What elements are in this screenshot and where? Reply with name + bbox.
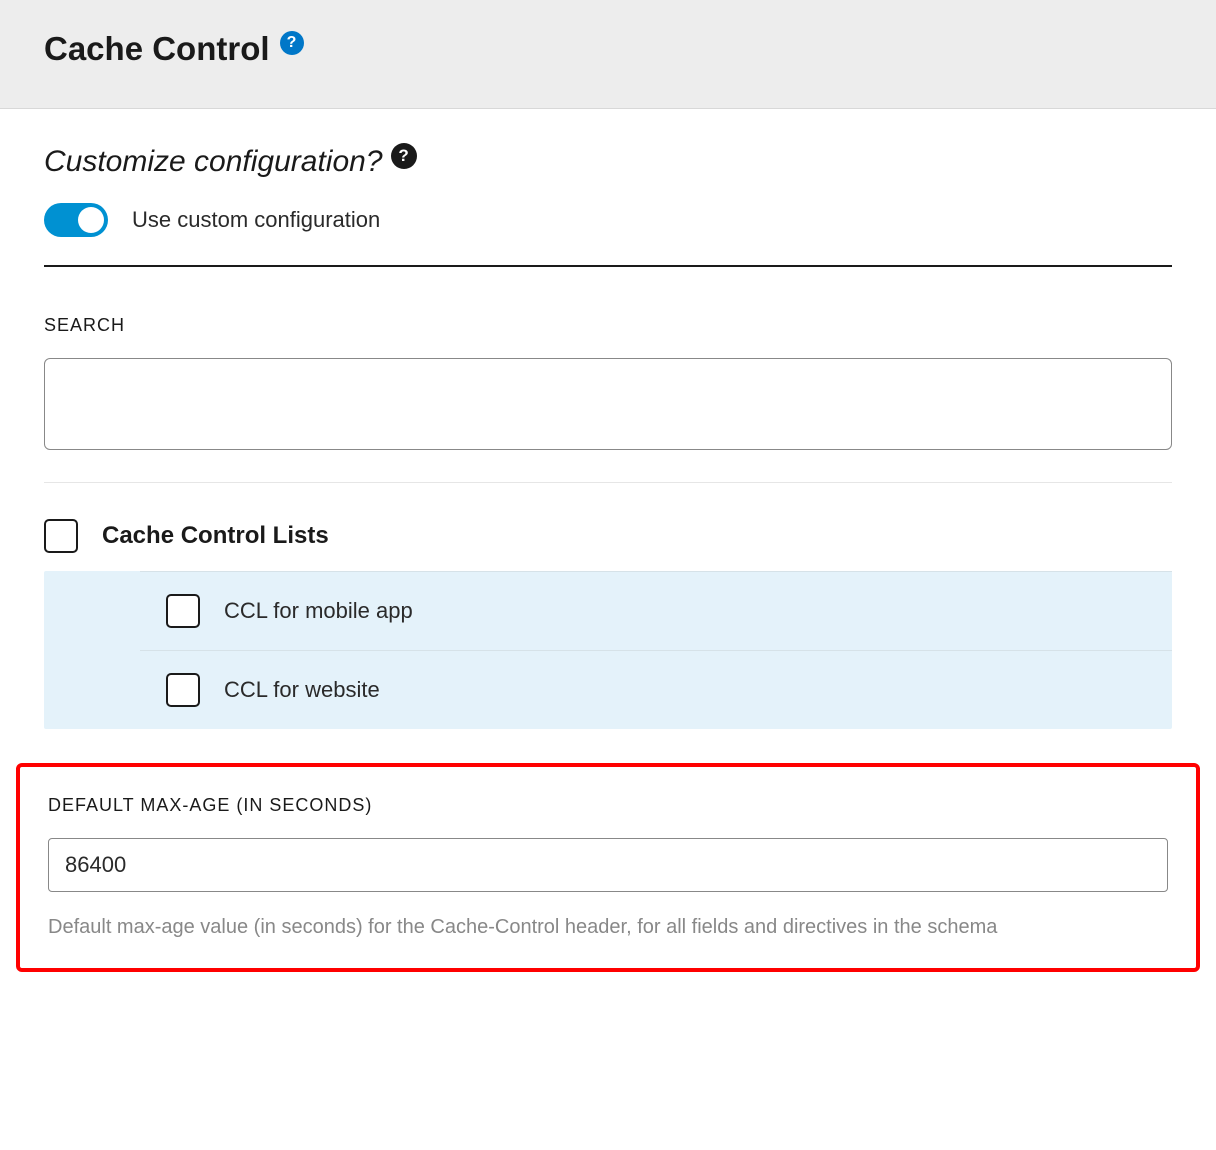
list-item-label: CCL for mobile app — [224, 598, 413, 624]
lists-parent-checkbox[interactable] — [44, 519, 78, 553]
list-item-checkbox[interactable] — [166, 673, 200, 707]
max-age-input[interactable] — [48, 838, 1168, 892]
toggle-knob — [78, 207, 104, 233]
help-icon[interactable]: ? — [280, 31, 304, 55]
search-label: SEARCH — [44, 315, 1172, 336]
lists-parent-row: Cache Control Lists — [44, 515, 1172, 571]
max-age-highlight-box: DEFAULT MAX-AGE (IN SECONDS) Default max… — [16, 763, 1200, 972]
divider — [44, 482, 1172, 483]
customize-heading-row: Customize configuration? ? — [44, 145, 1172, 179]
toggle-row: Use custom configuration — [44, 203, 1172, 267]
lists-parent-label: Cache Control Lists — [102, 522, 329, 550]
header-bar: Cache Control ? — [0, 0, 1216, 109]
custom-config-toggle[interactable] — [44, 203, 108, 237]
search-section: SEARCH — [44, 315, 1172, 450]
max-age-label: DEFAULT MAX-AGE (IN SECONDS) — [48, 795, 1168, 816]
toggle-label: Use custom configuration — [132, 207, 380, 233]
list-item-label: CCL for website — [224, 677, 380, 703]
max-age-help-text: Default max-age value (in seconds) for t… — [48, 910, 1168, 944]
cache-control-lists-section: Cache Control Lists CCL for mobile app C… — [44, 515, 1172, 729]
search-input[interactable] — [44, 358, 1172, 450]
page-title: Cache Control ? — [44, 30, 304, 68]
list-item-checkbox[interactable] — [166, 594, 200, 628]
page-title-text: Cache Control — [44, 30, 270, 68]
help-icon[interactable]: ? — [391, 143, 417, 169]
content-area: Customize configuration? ? Use custom co… — [0, 109, 1216, 729]
customize-question: Customize configuration? — [44, 145, 383, 179]
lists-children: CCL for mobile app CCL for website — [44, 571, 1172, 729]
list-item: CCL for website — [140, 650, 1172, 729]
list-item: CCL for mobile app — [140, 571, 1172, 650]
